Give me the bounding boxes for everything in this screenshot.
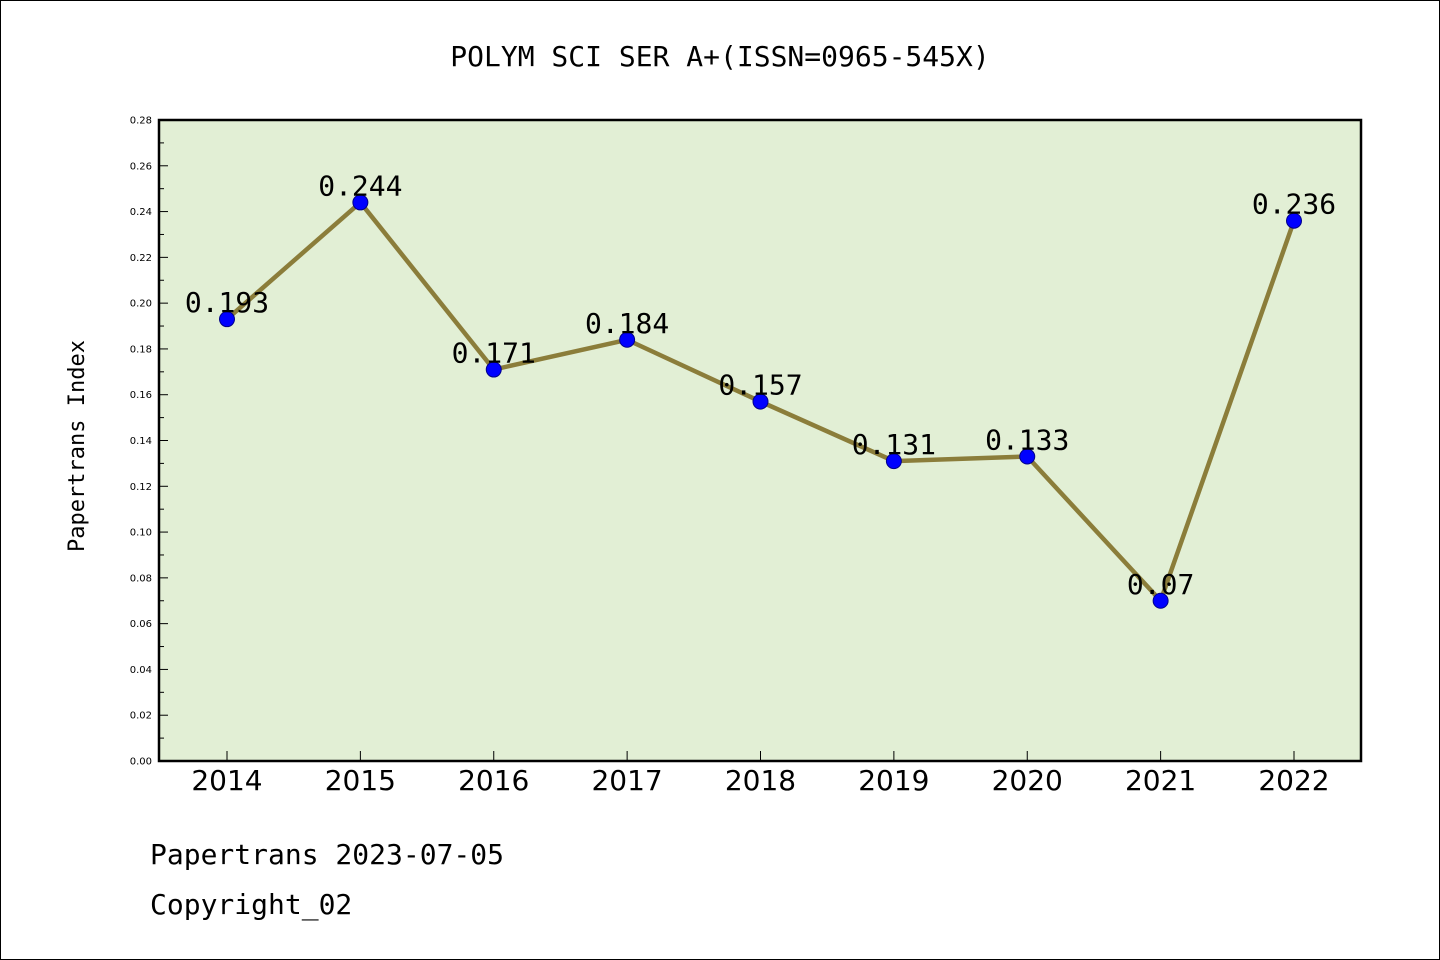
y-tick-label: 0.28 [130,116,152,127]
footer-date: Papertrans 2023-07-05 [150,838,504,871]
x-tick-label: 2015 [325,764,396,797]
data-label: 0.236 [1252,188,1336,221]
x-tick-label: 2022 [1258,764,1329,797]
x-axis: 2014 2015 2016 2017 2018 2019 2020 2021 2022 [191,751,1330,797]
data-label: 0.171 [452,337,536,370]
data-point [619,331,636,348]
x-tick-label: 2014 [191,764,262,797]
chart-title: POLYM SCI SER A+(ISSN=0965-545X) [450,40,989,73]
y-tick-label: 0.18 [130,344,152,355]
x-tick-label: 2021 [1125,764,1196,797]
y-tick-label: 0.06 [130,619,152,630]
data-point [885,453,902,470]
y-tick-label: 0.00 [130,757,152,768]
y-tick-label: 0.24 [130,207,152,218]
data-label: 0.184 [585,307,669,340]
data-label: 0.244 [318,169,402,202]
plot-area [157,118,1363,763]
y-axis-label: Papertrans Index [65,340,90,552]
data-point [219,311,235,328]
y-tick-label: 0.02 [130,711,152,722]
x-tick-label: 2018 [725,764,796,797]
x-tick-label: 2019 [858,764,929,797]
footer-copyright: Copyright_02 [150,888,352,922]
data-point [1019,448,1036,465]
data-label: 0.157 [718,369,802,402]
y-tick-label: 0.14 [130,436,152,447]
y-tick-label: 0.26 [130,161,152,172]
data-point [752,393,769,410]
x-tick-label: 2020 [992,764,1063,797]
data-point [1152,592,1169,609]
y-tick-label: 0.04 [130,665,152,676]
data-label: 0.131 [852,428,936,461]
y-tick-label: 0.22 [130,253,152,264]
data-point [1286,212,1302,229]
data-label: 0.133 [985,424,1069,457]
x-tick-label: 2017 [591,764,662,797]
y-tick-label: 0.16 [130,390,152,401]
data-label: 0.07 [1127,568,1194,601]
y-axis: 0.00 0.02 0.04 0.06 0.08 0.10 0.12 0.14 0.16 0.18… [130,116,168,768]
data-point [485,361,502,378]
x-tick-label: 2016 [458,764,529,797]
y-tick-label: 0.08 [130,573,152,584]
y-tick-label: 0.10 [130,528,152,539]
data-labels: 0.193 0.244 0.171 0.184 0.157 0.131 0.133 0.07 0… [185,169,1336,600]
data-point [352,194,369,211]
y-tick-label: 0.12 [130,482,152,493]
series-group [219,194,1302,609]
data-label: 0.193 [185,286,269,319]
y-tick-label: 0.20 [130,299,152,310]
